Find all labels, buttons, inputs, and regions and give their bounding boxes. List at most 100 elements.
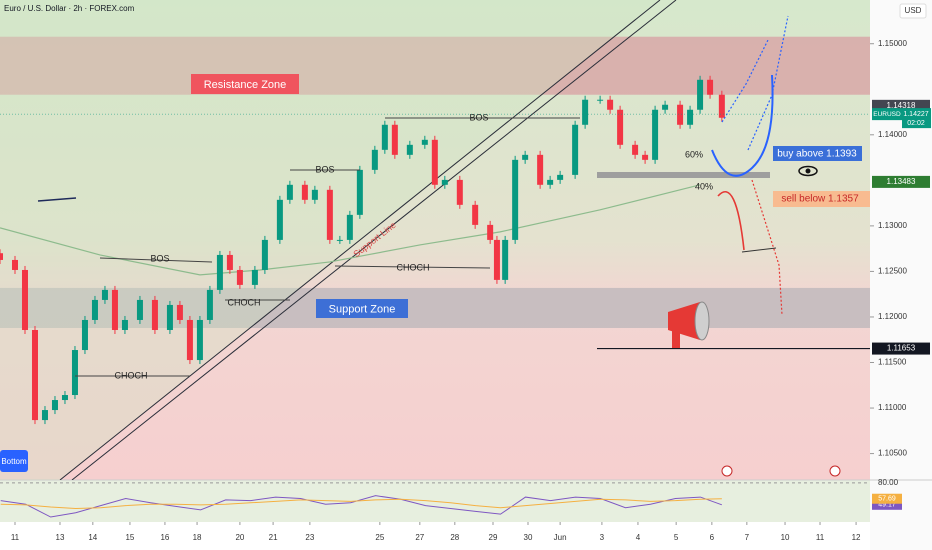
candle [91,299,98,320]
candle [276,199,283,240]
candle [251,269,258,285]
trend-line [71,0,677,480]
zone-label-box [316,299,408,318]
sell-label: sell below 1.1357 [781,194,859,205]
candle [662,104,669,110]
x-tick-label: 6 [710,533,715,542]
candle [336,239,343,241]
current-price-label: 1.14227 [903,111,928,118]
buy-path-dotted [721,39,769,123]
x-tick-label: 23 [305,533,314,542]
candle [547,179,554,185]
candle [697,79,704,110]
candle [356,169,363,215]
x-tick-label: 15 [125,533,134,542]
x-tick-label: 18 [193,533,202,542]
x-tick-label: 28 [450,533,459,542]
bos-label: BOS [469,112,488,122]
rsi-value-box [872,493,902,504]
candle [301,184,308,200]
buy-path-dotted [747,15,789,151]
symbol-label: EURUSD [873,111,901,118]
candle [441,179,448,185]
x-tick-label: 7 [745,533,750,542]
candle [226,254,233,270]
y-tick-label: 1.13000 [878,221,907,230]
zone-label-box [191,74,299,94]
x-tick-label: 13 [56,533,65,542]
candle [487,224,494,240]
candle [186,319,193,361]
candle [472,204,479,225]
candle [261,239,268,270]
currency: USD [905,6,922,15]
candle [41,410,48,421]
candle [371,149,378,170]
y-tick-label: 1.14000 [878,130,907,139]
candle [121,319,128,330]
candle [136,299,143,320]
zone-label: Support Zone [329,303,396,315]
buy-projection [711,74,774,177]
candle [502,239,509,280]
candle [176,304,183,320]
candle [632,144,639,155]
buy-box [773,146,862,161]
candle [166,304,173,330]
zone-label: Resistance Zone [204,79,287,91]
x-tick-label: 20 [235,533,244,542]
bottom-badge [0,450,28,472]
choch-label: CHOCH [397,262,430,272]
sell-projection [717,190,745,251]
rsi-line [0,495,723,518]
bos-label: BOS [315,164,334,174]
candle [687,109,694,125]
event-icon [829,465,841,477]
candle [31,329,38,421]
y-tick-label: 1.11000 [878,403,907,412]
candle [236,269,243,285]
candle [582,99,589,125]
zones [0,36,870,328]
x-tick-label: 11 [816,533,825,542]
megaphone-bell [694,301,710,341]
candle [381,124,388,150]
price-axis [870,0,932,550]
x-tick-label: 11 [11,533,20,542]
candle [101,289,108,300]
rsi-value-box [872,499,902,510]
sell-path-dotted [751,179,783,316]
y-tick-label: 1.10500 [878,449,907,458]
candle [206,289,213,320]
event-icon [721,465,733,477]
drawings: BOS BOS BOS CHOCH CHOCH CHOCH Support Li… [0,15,870,477]
price-label: 1.13483 [887,177,916,186]
candle [196,319,203,361]
price-label-box [872,175,930,188]
rsi-tick-label: 80.00 [878,478,899,487]
choch-label: CHOCH [228,297,261,307]
zone [0,287,870,328]
symbol-box [872,108,902,121]
currency-box [899,3,927,19]
x-tick-label: 27 [415,533,424,542]
x-tick-label: 29 [489,533,498,542]
x-tick-label: Jun [554,533,567,542]
candle [406,144,413,155]
candle [346,214,353,240]
mark-line [37,197,77,202]
chart-title: Euro / U.S. Dollar · 2h · FOREX.com [4,4,135,13]
x-tick-label: 3 [600,533,605,542]
y-tick-label: 1.12000 [878,312,907,321]
candle [0,253,3,260]
candle [456,179,463,205]
candle [51,400,58,411]
choch-label: CHOCH [115,370,148,380]
candle [326,189,333,240]
candle [677,104,684,125]
candle [311,189,318,200]
rsi-value-label: 57.69 [878,496,896,503]
candle [718,94,725,118]
x-tick-label: 30 [524,533,533,542]
zone [0,36,870,95]
